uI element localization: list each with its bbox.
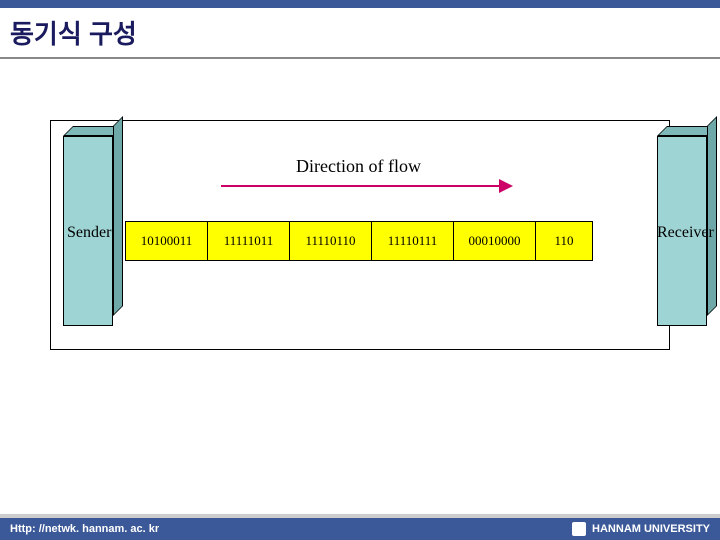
- header-bar: [0, 0, 720, 8]
- footer-bar: Http: //netwk. hannam. ac. kr HANNAM UNI…: [0, 514, 720, 540]
- data-strip: 1010001111111011111101101111011100010000…: [125, 221, 593, 261]
- receiver-block-side: [707, 116, 717, 316]
- page-title: 동기식 구성: [0, 8, 720, 57]
- data-cell: 11111011: [208, 222, 290, 260]
- footer-url: Http: //netwk. hannam. ac. kr: [10, 523, 159, 535]
- sender-label: Sender: [67, 224, 111, 242]
- diagram-container: Sender Receiver Direction of flow 101000…: [50, 120, 670, 350]
- flow-arrow-head: [499, 179, 513, 193]
- data-cell: 11110110: [290, 222, 372, 260]
- flow-direction-label: Direction of flow: [296, 156, 421, 177]
- title-underline: [0, 57, 720, 59]
- data-cell: 110: [536, 222, 592, 260]
- data-cell: 11110111: [372, 222, 454, 260]
- sender-block-side: [113, 116, 123, 316]
- footer-university-label: HANNAM UNIVERSITY: [592, 523, 710, 535]
- flow-arrow-line: [221, 185, 501, 187]
- data-cell: 10100011: [126, 222, 208, 260]
- data-cell: 00010000: [454, 222, 536, 260]
- university-logo-icon: [572, 522, 586, 536]
- footer-university: HANNAM UNIVERSITY: [572, 522, 710, 536]
- receiver-label: Receiver: [657, 224, 714, 242]
